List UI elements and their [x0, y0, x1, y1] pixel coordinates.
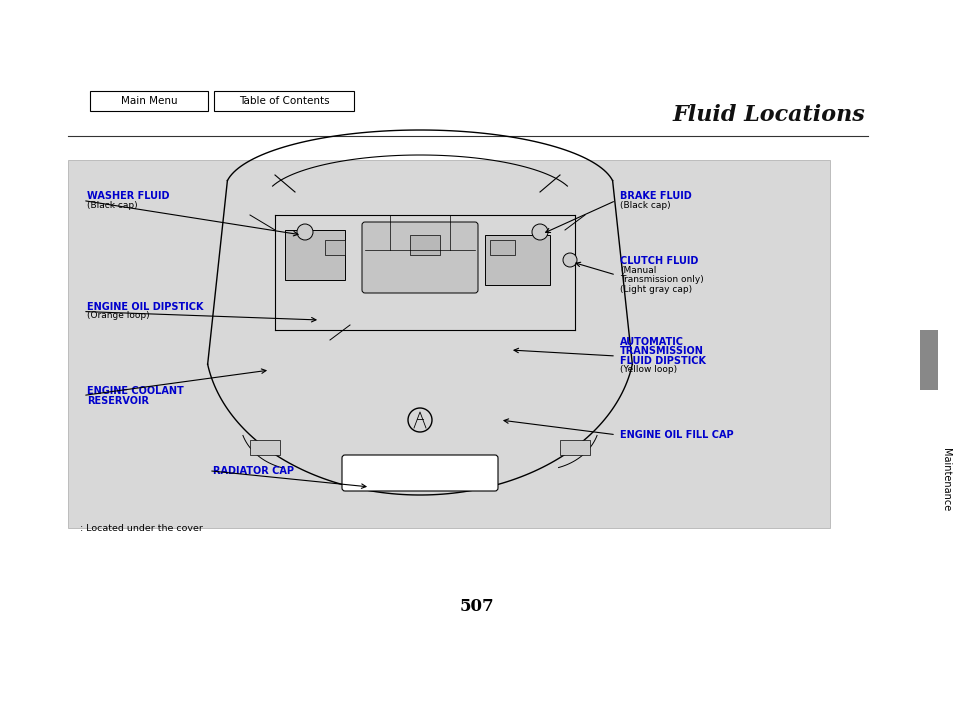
Text: (Manual: (Manual [619, 266, 656, 275]
Bar [213, 91, 354, 111]
Bar [325, 240, 345, 255]
FancyBboxPatch shape [341, 455, 497, 491]
Text: BRAKE FLUID: BRAKE FLUID [619, 191, 691, 201]
FancyBboxPatch shape [361, 222, 477, 293]
Text: 507: 507 [459, 598, 494, 615]
Bar [484, 235, 550, 285]
Circle shape [532, 224, 547, 240]
Text: Maintenance: Maintenance [940, 449, 950, 512]
Bar [410, 235, 439, 255]
Text: RESERVOIR: RESERVOIR [87, 395, 149, 405]
Text: ENGINE COOLANT: ENGINE COOLANT [87, 386, 184, 396]
Text: RADIATOR CAP: RADIATOR CAP [213, 466, 294, 476]
Bar [559, 440, 589, 455]
Text: (Black cap): (Black cap) [619, 200, 670, 209]
Text: Fluid Locations: Fluid Locations [672, 104, 864, 126]
Circle shape [296, 224, 313, 240]
Text: FLUID DIPSTICK: FLUID DIPSTICK [619, 356, 705, 366]
Text: ENGINE OIL FILL CAP: ENGINE OIL FILL CAP [619, 430, 733, 440]
Text: CLUTCH FLUID: CLUTCH FLUID [619, 256, 698, 266]
Bar [250, 440, 280, 455]
Text: Main Menu: Main Menu [121, 96, 177, 106]
Bar [68, 160, 829, 528]
Text: Table of Contents: Table of Contents [238, 96, 329, 106]
Circle shape [562, 253, 577, 267]
Bar [90, 91, 208, 111]
Text: (Black cap): (Black cap) [87, 200, 137, 209]
Text: AUTOMATIC: AUTOMATIC [619, 337, 683, 347]
Text: Transmission only): Transmission only) [619, 275, 703, 284]
Text: WASHER FLUID: WASHER FLUID [87, 191, 170, 201]
Text: (Orange loop): (Orange loop) [87, 312, 150, 320]
Text: : Located under the cover: : Located under the cover [80, 524, 203, 533]
Bar [285, 230, 345, 280]
Text: TRANSMISSION: TRANSMISSION [619, 346, 703, 356]
Text: ENGINE OIL DIPSTICK: ENGINE OIL DIPSTICK [87, 302, 203, 312]
Bar [490, 240, 515, 255]
Bar [919, 330, 937, 390]
Text: (Light gray cap): (Light gray cap) [619, 285, 691, 293]
Text: (Yellow loop): (Yellow loop) [619, 366, 677, 374]
